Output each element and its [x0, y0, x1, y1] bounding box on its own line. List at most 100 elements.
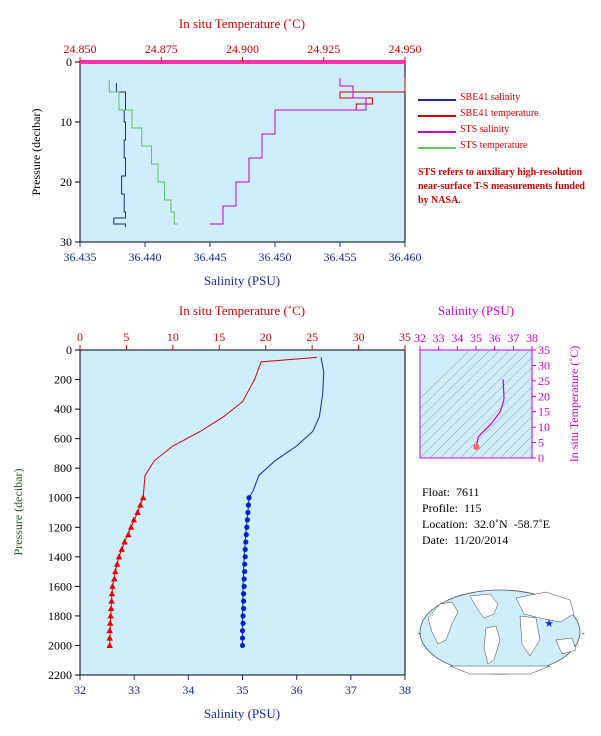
salinity-tick-label: 36: [291, 683, 303, 697]
bottom-pressure-axis-title: Pressure (decibar): [11, 469, 25, 556]
legend-swatch-sbe-salinity: [418, 99, 456, 101]
salinity-marker: [240, 605, 247, 612]
temperature-marker: [139, 494, 147, 501]
temperature-tick-label: 24.900: [226, 42, 259, 56]
top-panel: 36.435 36.440 36.445 36.450 36.455 36.460 24.8…: [29, 16, 422, 288]
ts-temperature-axis-title: In situ Temperature (˚C): [567, 346, 581, 463]
salinity-marker: [246, 495, 252, 501]
ts-contour: [420, 350, 491, 419]
pressure-tick-label: 1400: [48, 550, 72, 564]
bottom-temperature-axis-title: In situ Temperature (˚C): [179, 303, 305, 318]
ts-contour: [459, 386, 532, 458]
pressure-tick-label: 1200: [48, 520, 72, 534]
info-profile: Profile: 115: [422, 501, 482, 515]
temperature-marker: [111, 575, 118, 582]
salinity-marker: [239, 628, 246, 634]
temperature-tick-label: 5: [123, 330, 129, 344]
map-tick-right: -: [582, 629, 585, 638]
salinity-marker: [242, 554, 248, 560]
ts-contour: [469, 396, 532, 458]
pressure-tick-label: 10: [60, 115, 72, 129]
pressure-tick-label: 0: [66, 343, 72, 357]
temperature-marker: [112, 568, 119, 575]
pressure-tick-label: 2000: [48, 638, 72, 652]
salinity-marker: [244, 517, 250, 523]
ts-contour: [420, 350, 531, 458]
salinity-marker: [240, 613, 246, 619]
ts-temperature-tick-label: 5: [538, 436, 544, 450]
pressure-tick-label: 1800: [48, 609, 72, 623]
map-tick-left: -: [418, 629, 421, 638]
temperature-marker: [108, 590, 116, 597]
bottom-panel: 32 33 34 35 36 37 38 0 5 10 15 20 25 30 35 0 200 400 600 80…: [11, 303, 411, 721]
series-salinity: [242, 357, 325, 646]
temperature-marker: [106, 619, 114, 626]
ts-contour: [420, 350, 511, 439]
temperature-marker: [121, 538, 128, 545]
temperature-marker: [137, 501, 144, 508]
continent-americas-west: [427, 601, 459, 645]
ts-contour: [420, 350, 481, 409]
info-float: Float: 7611: [422, 485, 480, 499]
bottom-series-layer: [106, 356, 325, 649]
ts-temperature-tick-label: 30: [538, 358, 550, 372]
temperature-tick-label: 25: [306, 330, 318, 344]
pressure-tick-label: 1000: [48, 491, 72, 505]
salinity-tick-label: 35: [237, 683, 249, 697]
salinity-tick-label: 36.435: [64, 250, 97, 264]
pressure-tick-label: 600: [54, 432, 72, 446]
ts-contour: [479, 406, 532, 458]
salinity-tick-label: 34: [182, 683, 194, 697]
ts-contour: [489, 416, 532, 458]
salinity-tick-label: 36.455: [324, 250, 357, 264]
legend-swatch-sts-temperature: [418, 147, 456, 149]
legend-label-sts-temperature: STS temperature: [460, 140, 528, 151]
temperature-marker: [106, 634, 113, 641]
ts-salinity-tick-label: 37: [507, 331, 519, 345]
ts-series-layer: [473, 379, 505, 451]
series-sbe41-temperature: [323, 77, 406, 111]
temperature-marker: [106, 641, 113, 648]
salinity-marker: [243, 532, 249, 538]
info-location: Location: 32.0˚N -58.7˚E: [422, 517, 550, 531]
ts-contour: [420, 350, 471, 400]
float-location-star: ★: [544, 618, 554, 630]
pressure-tick-label: 400: [54, 402, 72, 416]
salinity-tick-label: 36.445: [194, 250, 227, 264]
legend-swatch-sbe-temperature: [418, 115, 456, 117]
temperature-tick-label: 24.950: [389, 42, 422, 56]
temperature-tick-label: 20: [260, 330, 272, 344]
temperature-marker: [115, 553, 123, 560]
ts-temperature-tick-label: 25: [538, 374, 550, 388]
pressure-tick-label: 2200: [48, 668, 72, 682]
ts-salinity-tick-label: 38: [526, 331, 538, 345]
temperature-tick-label: 24.850: [64, 42, 97, 56]
top-axes: 36.435 36.440 36.445 36.450 36.455 36.460 24.8…: [60, 42, 422, 264]
temperature-marker: [125, 531, 132, 538]
pressure-tick-label: 30: [60, 235, 72, 249]
ts-contour: [420, 350, 521, 449]
salinity-marker: [241, 583, 247, 589]
temperature-tick-label: 15: [213, 330, 225, 344]
legend-label-sbe-temperature: SBE41 temperature: [460, 108, 539, 119]
salinity-marker: [242, 568, 248, 575]
top-series-layer: [108, 77, 406, 227]
salinity-tick-label: 33: [128, 683, 140, 697]
continent-australia: [555, 637, 577, 655]
salinity-marker: [239, 642, 246, 649]
temperature-marker: [107, 605, 115, 612]
series-sts-salinity: [210, 78, 367, 225]
continent-africa: [519, 615, 541, 657]
continent-eurasia: [515, 591, 575, 623]
bottom-salinity-axis-title: Salinity (PSU): [204, 706, 280, 721]
salinity-tick-label: 38: [399, 683, 411, 697]
ts-temperature-tick-label: 15: [538, 405, 550, 419]
map-continents: [427, 591, 577, 675]
temperature-marker: [107, 612, 114, 619]
series-sts-temperature: [108, 80, 178, 225]
ts-salinity-tick-label: 35: [470, 331, 482, 345]
ts-contour: [509, 435, 532, 458]
world-map: ★ - -: [418, 589, 585, 675]
temperature-marker: [134, 509, 141, 515]
